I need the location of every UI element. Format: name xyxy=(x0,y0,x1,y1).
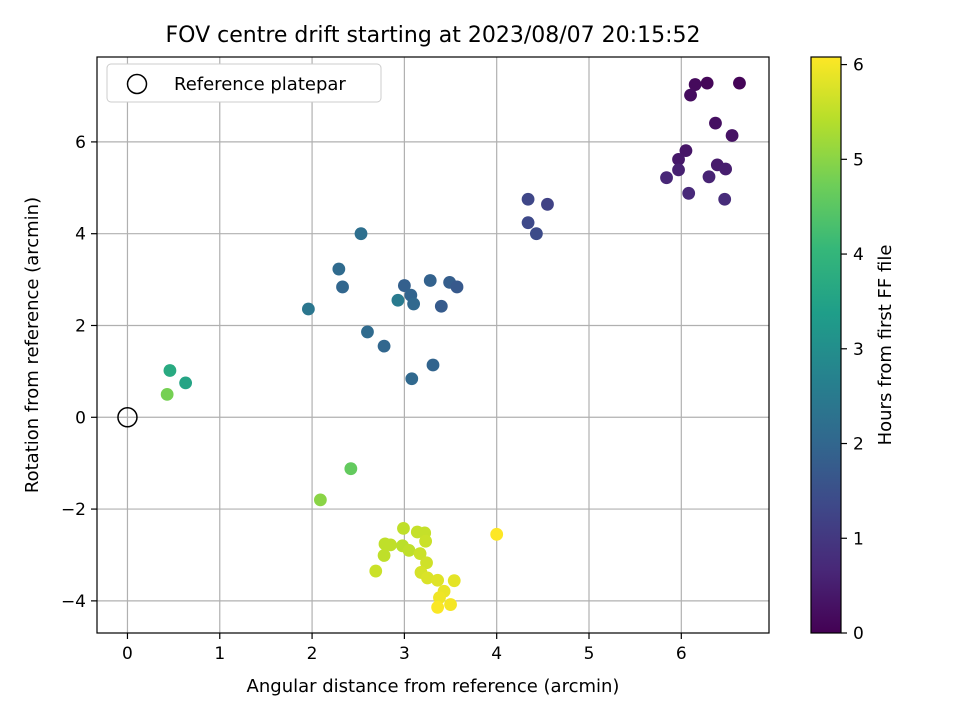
plot-axes: 0 1 2 3 4 5 6 −4 −2 0 2 4 6 xyxy=(61,56,770,664)
plot-frame xyxy=(96,56,770,634)
colorbar-tick-label: 2 xyxy=(853,435,864,455)
x-tick-label: 5 xyxy=(584,644,595,664)
chart-title: FOV centre drift starting at 2023/08/07 … xyxy=(166,23,701,48)
x-tick-label: 4 xyxy=(491,644,502,664)
data-point xyxy=(672,152,685,166)
data-point xyxy=(426,358,440,372)
data-point xyxy=(420,556,433,570)
data-point xyxy=(423,274,437,287)
data-point xyxy=(700,76,714,90)
data-point xyxy=(672,163,685,177)
y-tick-label: −2 xyxy=(61,500,86,520)
y-tick-label: 6 xyxy=(75,133,86,153)
data-point xyxy=(413,547,427,560)
colorbar-tick-label: 5 xyxy=(853,150,864,170)
colorbar-tick-label: 0 xyxy=(853,624,864,644)
data-point xyxy=(384,538,397,552)
data-point xyxy=(354,227,368,241)
data-point xyxy=(179,376,193,390)
colorbar-gradient xyxy=(810,56,842,634)
y-axis-label: Rotation from reference (arcmin) xyxy=(22,197,43,493)
data-point xyxy=(402,543,416,557)
colorbar-tick-label: 3 xyxy=(853,340,864,360)
data-point xyxy=(332,262,346,276)
data-point xyxy=(361,325,374,339)
data-point xyxy=(313,493,327,507)
data-point xyxy=(660,171,673,185)
colorbar-label: Hours from first FF file xyxy=(875,245,896,446)
colorbar: 0 1 2 3 4 5 6 xyxy=(810,56,864,644)
data-point xyxy=(377,549,391,562)
data-point xyxy=(718,192,732,206)
x-axis-label: Angular distance from reference (arcmin) xyxy=(247,676,620,697)
y-tick-label: 0 xyxy=(75,408,86,428)
data-point xyxy=(391,293,405,307)
y-tick-label: 2 xyxy=(75,316,86,336)
data-point xyxy=(336,280,349,294)
data-point xyxy=(521,192,535,206)
data-point xyxy=(397,521,410,535)
data-point xyxy=(709,116,722,130)
data-point xyxy=(397,279,411,292)
data-point xyxy=(702,170,716,184)
data-point xyxy=(450,280,464,294)
data-point xyxy=(688,78,702,91)
legend-box xyxy=(106,63,382,103)
data-point xyxy=(679,144,693,158)
data-point xyxy=(419,534,433,548)
data-point xyxy=(541,197,554,211)
legend-label-reference-platepar: Reference platepar xyxy=(174,74,346,95)
data-point xyxy=(301,302,315,316)
x-tick-label: 3 xyxy=(399,644,410,664)
scatter-points xyxy=(117,76,746,614)
x-tick-label: 2 xyxy=(307,644,318,664)
data-point xyxy=(719,162,733,176)
data-point xyxy=(421,571,434,585)
data-point xyxy=(160,387,174,401)
data-point xyxy=(405,372,419,386)
legend-reference-marker xyxy=(126,73,148,95)
data-point xyxy=(447,574,461,588)
colorbar-tick-label: 6 xyxy=(853,56,864,76)
data-point xyxy=(733,76,746,90)
data-point xyxy=(163,364,177,377)
data-point xyxy=(431,600,445,614)
data-point xyxy=(377,339,391,353)
reference-platepar-marker xyxy=(117,407,138,428)
data-point xyxy=(431,573,445,587)
colorbar-tick-label: 4 xyxy=(853,245,864,265)
data-point xyxy=(407,297,421,311)
data-point xyxy=(344,462,358,476)
x-tick-label: 6 xyxy=(676,644,687,664)
data-point xyxy=(684,88,697,102)
data-point xyxy=(444,598,457,611)
y-tick-label: −4 xyxy=(61,592,86,612)
data-point xyxy=(529,227,543,241)
x-tick-label: 0 xyxy=(122,644,133,664)
data-point xyxy=(433,591,446,605)
data-point xyxy=(490,527,504,541)
data-point xyxy=(682,186,696,200)
grid xyxy=(97,57,769,633)
data-point xyxy=(521,216,535,230)
legend: Reference platepar xyxy=(106,63,382,103)
data-point xyxy=(725,129,739,142)
colorbar-tick-label: 1 xyxy=(853,529,864,549)
data-point xyxy=(434,299,448,313)
x-tick-label: 1 xyxy=(214,644,225,664)
y-tick-label: 4 xyxy=(75,225,86,245)
data-point xyxy=(369,564,383,578)
